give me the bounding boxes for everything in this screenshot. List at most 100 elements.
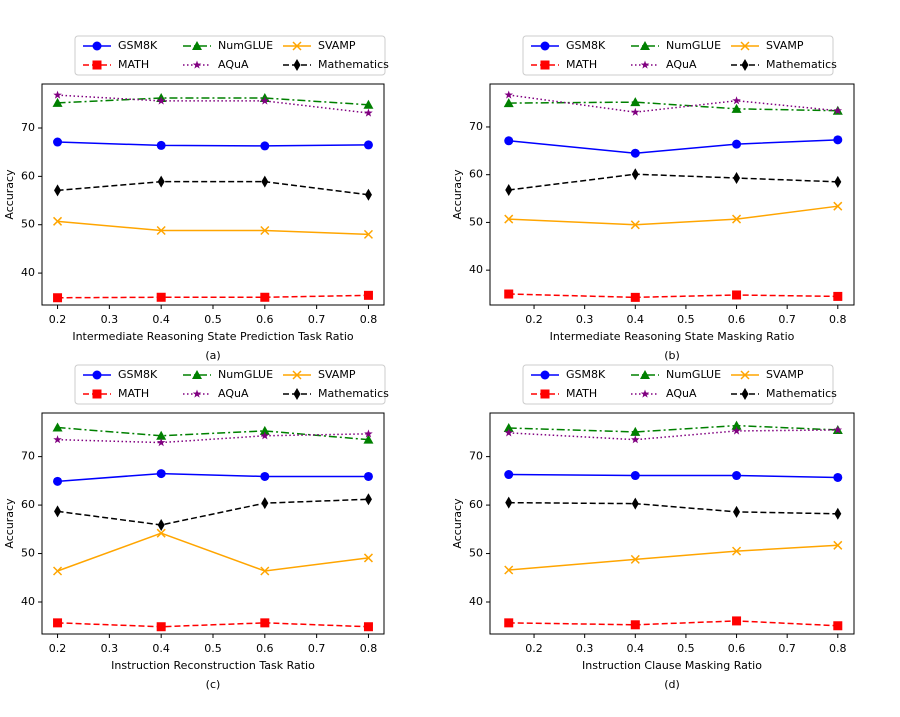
legend-label: SVAMP <box>766 39 804 52</box>
y-tick-label: 60 <box>469 498 483 511</box>
marker <box>631 435 640 444</box>
y-tick-label: 40 <box>21 595 35 608</box>
marker <box>505 183 513 196</box>
legend-label: SVAMP <box>318 39 356 52</box>
marker <box>833 540 843 550</box>
marker <box>631 107 640 116</box>
marker <box>733 172 741 185</box>
series-line <box>57 220 369 236</box>
y-axis-label: Accuracy <box>3 498 16 549</box>
series-line <box>57 426 369 441</box>
x-tick-label: 0.5 <box>677 313 695 326</box>
marker <box>630 97 641 107</box>
marker <box>92 389 102 399</box>
series-line <box>57 294 369 299</box>
series-line <box>508 94 838 113</box>
marker <box>630 426 641 436</box>
legend-label: MATH <box>118 58 149 71</box>
marker <box>54 505 62 518</box>
x-tick-label: 0.6 <box>728 313 746 326</box>
marker <box>260 471 270 481</box>
x-tick-label: 0.5 <box>204 313 222 326</box>
marker <box>261 175 269 188</box>
marker <box>260 292 270 302</box>
y-tick-label: 70 <box>21 121 35 134</box>
marker <box>732 616 742 626</box>
marker <box>192 370 202 379</box>
caption: (a) <box>205 349 220 362</box>
x-tick-label: 0.6 <box>256 313 274 326</box>
marker <box>504 470 514 480</box>
legend-label: NumGLUE <box>218 39 273 52</box>
marker <box>54 184 62 197</box>
x-tick-label: 0.7 <box>308 642 326 655</box>
marker <box>640 60 650 69</box>
plot-frame <box>489 83 855 306</box>
marker <box>364 108 373 117</box>
marker <box>260 618 270 628</box>
caption: (c) <box>206 678 221 691</box>
marker <box>363 553 373 563</box>
marker <box>833 106 843 115</box>
marker <box>505 496 513 509</box>
marker <box>260 225 270 236</box>
x-tick-label: 0.4 <box>627 642 645 655</box>
marker <box>834 507 842 520</box>
marker <box>261 497 269 510</box>
marker <box>834 175 842 188</box>
marker <box>833 201 843 211</box>
marker <box>292 370 302 380</box>
series-line <box>508 429 838 441</box>
series-line <box>508 473 838 479</box>
y-tick-label: 60 <box>21 498 35 511</box>
x-tick-label: 0.4 <box>152 313 170 326</box>
marker <box>503 98 514 108</box>
marker <box>363 471 373 481</box>
marker <box>504 136 514 146</box>
legend-label: SVAMP <box>766 368 804 381</box>
marker <box>833 472 843 482</box>
marker <box>53 293 63 303</box>
series-line <box>508 501 838 515</box>
marker <box>630 554 640 564</box>
marker <box>630 620 640 630</box>
marker <box>157 175 165 188</box>
marker <box>156 96 166 105</box>
marker <box>640 370 650 379</box>
y-tick-label: 40 <box>21 266 35 279</box>
marker <box>156 292 166 302</box>
marker <box>157 518 165 531</box>
marker <box>504 428 514 437</box>
x-tick-label: 0.7 <box>778 313 796 326</box>
marker <box>156 140 166 150</box>
x-tick-label: 0.6 <box>728 642 746 655</box>
x-tick-label: 0.8 <box>829 642 847 655</box>
x-tick-label: 0.4 <box>627 313 645 326</box>
marker <box>630 292 640 302</box>
y-tick-label: 40 <box>469 263 483 276</box>
series-line <box>57 532 369 572</box>
x-tick-label: 0.5 <box>677 642 695 655</box>
y-tick-label: 50 <box>469 215 483 228</box>
series-line <box>508 544 838 571</box>
marker <box>732 139 742 149</box>
marker <box>192 41 202 50</box>
marker <box>833 621 843 631</box>
marker <box>833 425 843 434</box>
caption: (d) <box>664 678 680 691</box>
marker <box>293 59 301 71</box>
marker <box>741 59 749 71</box>
legend-label: AQuA <box>666 387 697 400</box>
marker <box>92 60 102 70</box>
marker <box>363 99 374 109</box>
marker <box>741 388 749 400</box>
legend-label: MATH <box>566 387 597 400</box>
y-tick-label: 50 <box>469 547 483 560</box>
marker <box>363 290 373 300</box>
x-tick-label: 0.3 <box>101 313 119 326</box>
marker <box>156 438 166 447</box>
x-axis-label: Intermediate Reasoning State Masking Rat… <box>550 330 795 343</box>
marker <box>260 431 270 440</box>
